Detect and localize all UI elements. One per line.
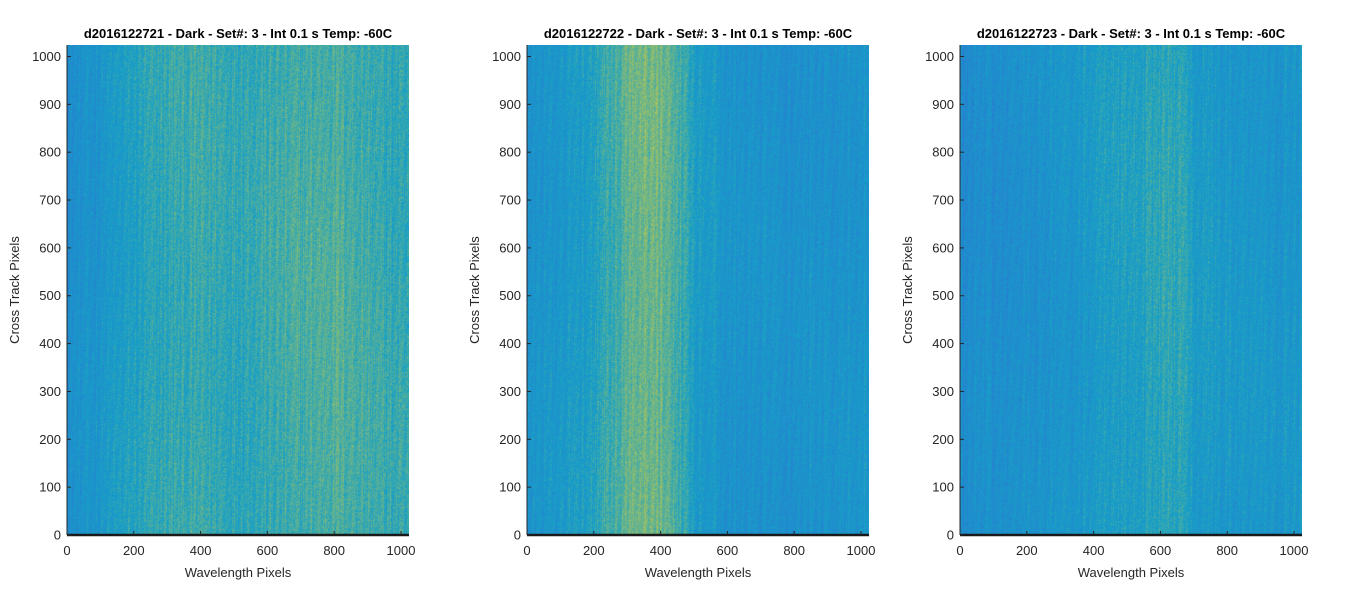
y-tick-label: 0 (54, 528, 61, 543)
chart-title: d2016122722 - Dark - Set#: 3 - Int 0.1 s… (544, 26, 853, 41)
x-tick-label: 1000 (387, 543, 416, 558)
chart-panel-3: 0 200 400 600 800 1000 0 100 200 300 400 500 600 700 8… (900, 26, 1308, 580)
y-tick-label: 600 (932, 240, 954, 255)
y-tick-label: 300 (932, 384, 954, 399)
y-tick-label: 100 (932, 480, 954, 495)
y-axis-label: Cross Track Pixels (7, 236, 22, 344)
heatmap-image (527, 45, 869, 535)
y-tick-label: 600 (39, 240, 61, 255)
y-tick-label: 900 (932, 97, 954, 112)
x-tick-label: 1000 (1280, 543, 1309, 558)
y-tick-label: 500 (499, 288, 521, 303)
y-tick-label: 200 (499, 432, 521, 447)
x-tick-label: 0 (956, 543, 963, 558)
y-tick-label: 1000 (492, 49, 521, 64)
y-tick-label: 1000 (925, 49, 954, 64)
x-tick-label: 400 (190, 543, 212, 558)
x-tick-label: 0 (63, 543, 70, 558)
x-tick-label: 600 (1150, 543, 1172, 558)
y-tick-label: 0 (514, 528, 521, 543)
y-tick-label: 400 (499, 336, 521, 351)
chart-title: d2016122721 - Dark - Set#: 3 - Int 0.1 s… (84, 26, 393, 41)
x-axis-label: Wavelength Pixels (1078, 565, 1185, 580)
y-tick-label: 0 (947, 528, 954, 543)
y-tick-label: 900 (499, 97, 521, 112)
y-tick-label: 300 (499, 384, 521, 399)
x-axis-label: Wavelength Pixels (645, 565, 752, 580)
y-tick-label: 900 (39, 97, 61, 112)
y-tick-label: 800 (932, 145, 954, 160)
y-tick-label: 300 (39, 384, 61, 399)
y-tick-label: 600 (499, 240, 521, 255)
chart-panel-2: 0 200 400 600 800 1000 0 100 200 300 400 500 600 700 8… (467, 26, 875, 580)
x-tick-label: 400 (650, 543, 672, 558)
x-tick-label: 600 (717, 543, 739, 558)
y-tick-label: 500 (932, 288, 954, 303)
x-tick-label: 800 (1216, 543, 1238, 558)
x-tick-label: 0 (523, 543, 530, 558)
y-axis-label: Cross Track Pixels (467, 236, 482, 344)
y-tick-label: 200 (39, 432, 61, 447)
x-tick-label: 200 (1016, 543, 1038, 558)
chart-panel-1: 0 200 400 600 800 1000 0 100 200 300 400 500 600 700 8… (7, 26, 415, 580)
y-axis-label: Cross Track Pixels (900, 236, 915, 344)
y-tick-label: 800 (499, 145, 521, 160)
y-tick-label: 700 (39, 193, 61, 208)
x-tick-label: 200 (123, 543, 145, 558)
x-tick-label: 600 (257, 543, 279, 558)
x-tick-label: 400 (1083, 543, 1105, 558)
y-tick-label: 700 (499, 193, 521, 208)
x-tick-label: 200 (583, 543, 605, 558)
y-tick-label: 100 (499, 480, 521, 495)
y-tick-label: 700 (932, 193, 954, 208)
heatmap-image (960, 45, 1302, 535)
y-tick-label: 500 (39, 288, 61, 303)
x-axis-label: Wavelength Pixels (185, 565, 292, 580)
x-tick-label: 800 (323, 543, 345, 558)
chart-title: d2016122723 - Dark - Set#: 3 - Int 0.1 s… (977, 26, 1286, 41)
heatmap-image (67, 45, 409, 535)
y-tick-label: 400 (39, 336, 61, 351)
y-tick-label: 1000 (32, 49, 61, 64)
y-tick-label: 400 (932, 336, 954, 351)
y-tick-label: 200 (932, 432, 954, 447)
y-tick-label: 100 (39, 480, 61, 495)
x-tick-label: 1000 (847, 543, 876, 558)
y-tick-label: 800 (39, 145, 61, 160)
x-tick-label: 800 (783, 543, 805, 558)
